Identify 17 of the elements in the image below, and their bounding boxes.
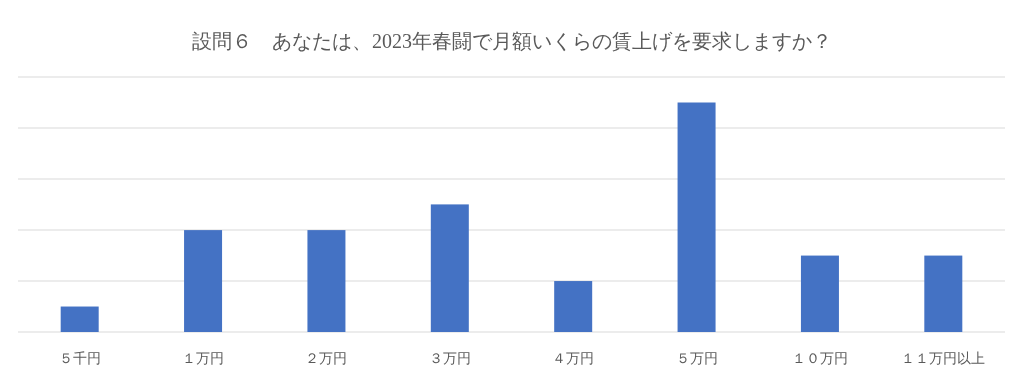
bar	[800, 255, 839, 332]
bar	[554, 281, 593, 332]
x-tick-label: ５千円	[58, 351, 101, 366]
x-tick-label: ２万円	[305, 351, 348, 366]
x-tick-label: ５万円	[675, 351, 718, 366]
chart-title: 設問６ あなたは、2023年春闘で月額いくらの賃上げを要求しますか？	[192, 30, 832, 52]
bar	[184, 230, 223, 332]
x-tick-label: １１万円以上	[901, 351, 986, 366]
x-tick-label: ４万円	[552, 351, 595, 366]
x-tick-label: ３万円	[428, 351, 471, 366]
bar	[924, 255, 963, 332]
bar	[677, 102, 716, 332]
bar	[430, 204, 469, 332]
bar	[307, 230, 346, 332]
x-tick-label: １万円	[182, 351, 225, 366]
bar	[60, 306, 99, 332]
x-tick-label: １０万円	[791, 351, 848, 366]
